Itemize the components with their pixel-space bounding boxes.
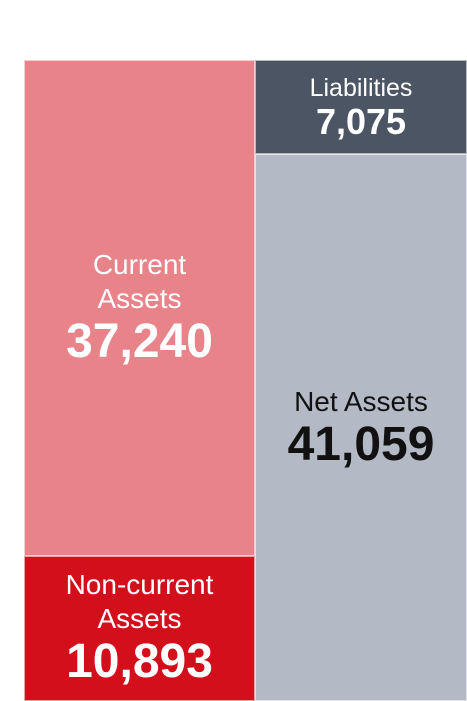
segment-name: Non-current Assets xyxy=(65,569,214,635)
segment: Current Assets 37,240 xyxy=(24,60,255,556)
segment-name: Net Assets xyxy=(294,385,428,417)
segment: Liabilities 7,075 xyxy=(255,60,467,155)
value-label: 7,075 xyxy=(315,101,407,143)
segment-name: Current Assets xyxy=(92,248,187,314)
value-label: 10,893 xyxy=(66,635,213,689)
segment: Non-current Assets 10,893 xyxy=(24,555,255,701)
segment: Net Assets 41,059 xyxy=(255,154,467,701)
value-label: 41,059 xyxy=(287,417,435,471)
value-label: 37,240 xyxy=(66,314,213,368)
segment-name: Liabilities xyxy=(309,74,413,103)
